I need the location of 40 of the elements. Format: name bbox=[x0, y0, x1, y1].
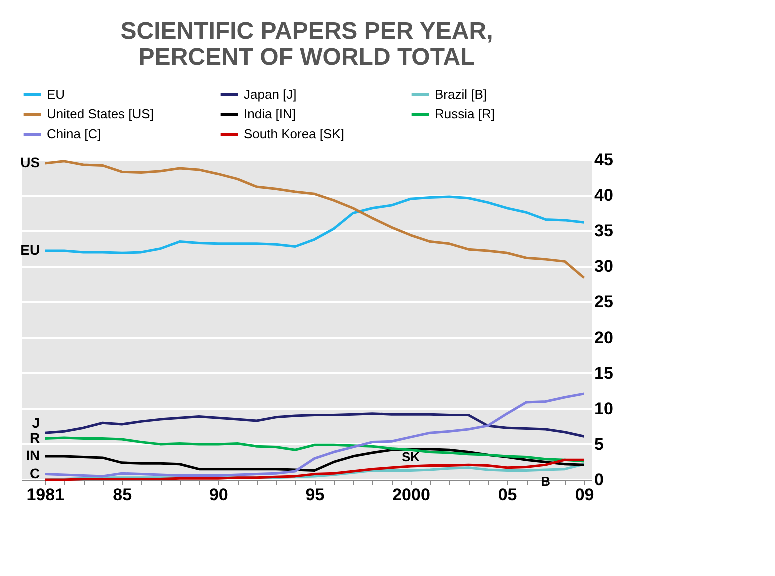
y-tick-label: 35 bbox=[594, 222, 614, 241]
annotation: IN bbox=[26, 448, 40, 464]
annotation: US bbox=[20, 154, 40, 171]
line-series bbox=[44, 196, 586, 254]
annotation: B bbox=[541, 474, 550, 490]
x-tick-label: 90 bbox=[209, 486, 228, 504]
annotation: EU bbox=[20, 242, 40, 258]
text: SCIENTIFIC PAPERS PER YEAR, bbox=[120, 18, 494, 45]
y-tick-label: 45 bbox=[594, 150, 614, 170]
y-tick-label: 25 bbox=[594, 292, 614, 312]
annotation: R bbox=[30, 430, 40, 446]
line-series bbox=[44, 436, 586, 463]
legend-label: Russia [R] bbox=[435, 106, 495, 122]
x-tick-label: 2000 bbox=[392, 486, 430, 504]
x-tick-label: 95 bbox=[306, 486, 325, 504]
legend-label: India [IN] bbox=[244, 106, 296, 122]
line-series bbox=[44, 160, 586, 280]
x-tick-label: 85 bbox=[113, 486, 132, 504]
annotation: J bbox=[32, 414, 40, 431]
legend-label: Brazil [B] bbox=[435, 86, 488, 102]
line-series bbox=[44, 392, 586, 478]
y-tick-label: 10 bbox=[594, 399, 614, 418]
y-tick-label: 15 bbox=[594, 364, 614, 383]
y-tick-label: 40 bbox=[594, 186, 614, 206]
legend-label: China [C] bbox=[47, 126, 102, 142]
annotation: C bbox=[30, 465, 40, 482]
text: PERCENT OF WORLD TOTAL bbox=[138, 44, 476, 71]
y-tick-label: 5 bbox=[594, 434, 604, 454]
y-tick-label: 20 bbox=[594, 328, 614, 348]
annotation: SK bbox=[402, 449, 421, 464]
legend-label: United States [US] bbox=[47, 106, 154, 122]
y-tick-label: 30 bbox=[594, 257, 614, 276]
line-series bbox=[44, 412, 586, 438]
x-tick-label: 05 bbox=[498, 486, 518, 504]
legend-label: South Korea [SK] bbox=[244, 126, 344, 142]
x-tick-label: 09 bbox=[575, 486, 594, 504]
legend-label: EU bbox=[47, 86, 66, 102]
y-tick-label: 0 bbox=[594, 470, 604, 490]
x-tick-label: 1981 bbox=[26, 486, 65, 504]
legend-label: Japan [J] bbox=[244, 86, 297, 102]
